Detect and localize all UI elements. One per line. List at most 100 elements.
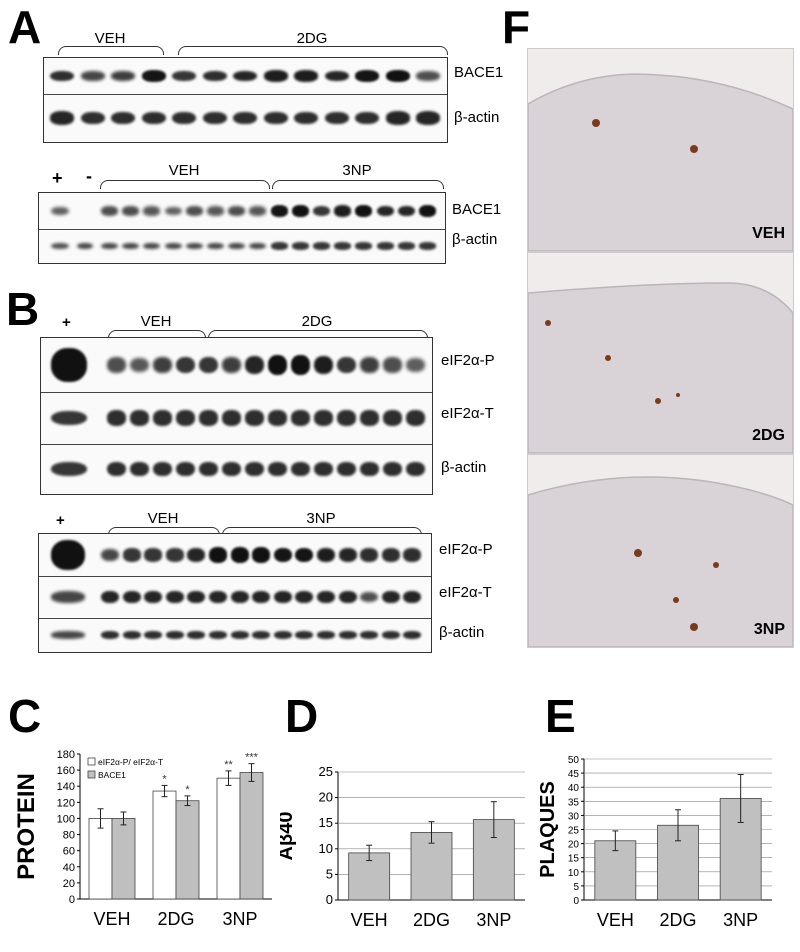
- amyloid-plaque: [592, 119, 600, 127]
- blot-band: [355, 205, 373, 217]
- blot-band: [294, 70, 318, 82]
- blot-band: [172, 70, 196, 82]
- blot-label-eif2a-t: eIF2α-T: [439, 584, 492, 601]
- blot-band: [360, 591, 379, 603]
- blot-band: [416, 71, 440, 81]
- significance-marker: ***: [245, 752, 259, 764]
- bar: [216, 777, 241, 900]
- blot-band: [228, 206, 246, 216]
- blot-label-beta-actin: β-actin: [452, 231, 498, 248]
- significance-marker: *: [185, 784, 190, 796]
- amyloid-plaque: [676, 393, 680, 397]
- blot-band: [381, 590, 400, 604]
- blot-band: [291, 461, 310, 477]
- blot-band: [355, 111, 379, 125]
- amyloid-plaque: [690, 145, 698, 153]
- tissue-image: [528, 476, 793, 647]
- bar: [410, 832, 453, 901]
- blot-band: [51, 206, 69, 216]
- blot-band: [51, 348, 87, 382]
- blot-band: [245, 356, 264, 374]
- blot-band: [381, 631, 400, 639]
- blot-band: [50, 70, 74, 82]
- blot-band: [209, 631, 227, 639]
- blot-band: [50, 111, 74, 125]
- control-plus-label: +: [52, 168, 63, 188]
- blot-band: [268, 461, 287, 477]
- tissue-label-3np: 3NP: [753, 621, 785, 638]
- blot-label-bace1: BACE1: [452, 201, 502, 218]
- blot-band: [403, 590, 422, 604]
- blot-band: [122, 590, 141, 604]
- blot-label-beta-actin: β-actin: [439, 624, 485, 641]
- blot-band: [314, 355, 333, 375]
- blot-band: [130, 410, 149, 426]
- blot-band: [313, 242, 330, 250]
- tissue-section-veh: VEH: [527, 48, 794, 252]
- blot-band: [141, 111, 166, 125]
- blot-band: [80, 71, 105, 81]
- blot-band: [334, 205, 352, 217]
- blot-band: [222, 461, 241, 477]
- blot-band: [383, 461, 402, 477]
- blot-band: [383, 410, 402, 426]
- blot-band: [295, 631, 314, 639]
- panel-letter-a: A: [8, 1, 42, 53]
- blot-band: [107, 461, 126, 477]
- blot-band: [230, 590, 249, 604]
- blot-band: [153, 461, 172, 477]
- blot-band: [249, 242, 267, 250]
- blot-band: [207, 206, 224, 216]
- brace-veh: [108, 527, 220, 536]
- blot-band: [233, 70, 257, 82]
- blot-band: [122, 548, 141, 562]
- blot-band: [107, 410, 126, 426]
- chart-d-abeta40: 0 5 10 15 20 25 Aβ40 VEH 2DG 3NP: [280, 764, 525, 930]
- blot-band: [295, 590, 314, 604]
- legend-swatch: [87, 757, 96, 766]
- blot-band: [403, 548, 422, 562]
- blot-band: [273, 631, 292, 639]
- blot-band: [314, 410, 333, 426]
- tissue-label-veh: VEH: [752, 225, 785, 242]
- legend-entry: BACE1: [98, 770, 126, 780]
- blot-band: [324, 111, 349, 125]
- blot-band: [419, 205, 436, 217]
- blot-band: [185, 242, 203, 250]
- blot-row-divider: [39, 229, 445, 230]
- blot-band: [130, 461, 149, 477]
- blot-band: [360, 631, 379, 639]
- legend-entry: eIF2α-P/ eIF2α-T: [98, 757, 163, 767]
- group-label-veh: VEH: [147, 510, 179, 527]
- blot-band: [51, 461, 87, 477]
- blot-band: [51, 591, 85, 603]
- blot-band: [270, 242, 288, 250]
- blot-band: [165, 590, 184, 604]
- y-tick-label: 30: [568, 811, 580, 822]
- y-tick-label: 20: [568, 840, 580, 851]
- y-tick-label: 45: [568, 769, 580, 780]
- blot-band: [406, 461, 425, 477]
- blot-band: [187, 590, 206, 604]
- blot-label-eif2a-t: eIF2α-T: [441, 405, 494, 422]
- western-blot-a1: [43, 57, 448, 143]
- blot-band: [122, 206, 140, 216]
- group-label-3np: 3NP: [306, 510, 336, 527]
- blot-band: [355, 242, 373, 250]
- blot-label-bace1: BACE1: [454, 64, 504, 81]
- blot-band: [153, 410, 172, 426]
- western-blot-b1: [40, 337, 433, 495]
- blot-band: [385, 70, 410, 82]
- blot-band: [360, 548, 379, 562]
- y-tick-label: 35: [568, 797, 580, 808]
- blot-band: [222, 410, 241, 426]
- blot-band: [176, 461, 195, 477]
- blot-band: [144, 548, 163, 562]
- blot-band: [172, 111, 196, 125]
- blot-row-divider: [41, 392, 432, 393]
- blot-band: [143, 206, 161, 216]
- y-tick-label: 20: [63, 878, 75, 890]
- blot-row-divider: [39, 576, 431, 577]
- x-category-label: VEH: [351, 910, 388, 930]
- significance-marker: **: [224, 759, 233, 771]
